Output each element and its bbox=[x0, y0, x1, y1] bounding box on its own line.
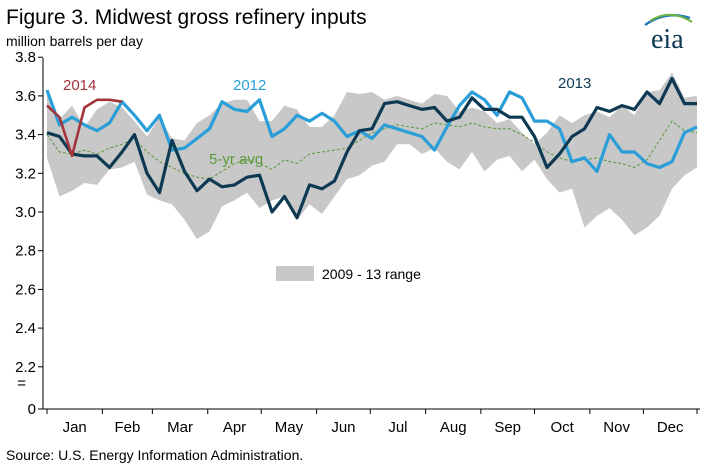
x-tick-label: Jan bbox=[63, 419, 87, 436]
y-tick-label: 3.0 bbox=[15, 204, 36, 221]
x-tick-label: Mar bbox=[167, 419, 193, 436]
y-tick-label: 3.4 bbox=[15, 127, 36, 144]
plot-area: 0 2.2 2.4 2.6 2.8 3.0 3.2 3.4 3.6 3.8 = Jan Feb Mar Ap… bbox=[15, 49, 700, 436]
eia-logo: eia bbox=[644, 13, 693, 55]
series-line-2012 bbox=[45, 89, 698, 173]
annotation-2013: 2013 bbox=[558, 75, 591, 92]
x-tick-label: Jul bbox=[388, 419, 407, 436]
series-line-2014 bbox=[46, 98, 123, 158]
x-tick-label: Nov bbox=[603, 419, 630, 436]
x-tick-label: Apr bbox=[223, 419, 246, 436]
annotation-2014: 2014 bbox=[63, 77, 96, 94]
legend-swatch bbox=[276, 266, 314, 281]
y-tick-label: 3.6 bbox=[15, 88, 36, 105]
y-tick-label: 2.8 bbox=[15, 243, 36, 260]
annotation-2012: 2012 bbox=[233, 77, 266, 94]
x-tick-label: Feb bbox=[114, 419, 140, 436]
y-tick-label: 2.6 bbox=[15, 281, 36, 298]
y-tick-label: 2.4 bbox=[15, 320, 36, 337]
x-tick-label: Dec bbox=[657, 419, 684, 436]
legend-label: 2009 - 13 range bbox=[322, 266, 421, 282]
source-note: Source: U.S. Energy Information Administ… bbox=[6, 447, 303, 463]
series-line-2013 bbox=[46, 76, 697, 220]
range-band bbox=[47, 72, 697, 240]
y-tick-label: 3.8 bbox=[15, 49, 36, 66]
svg-text:eia: eia bbox=[651, 24, 684, 55]
x-tick-label: May bbox=[275, 419, 304, 436]
chart-subtitle: million barrels per day bbox=[6, 33, 143, 49]
x-tick-label: Aug bbox=[440, 419, 467, 436]
y-axis-break: = bbox=[17, 375, 26, 392]
y-tick-label: 2.2 bbox=[15, 359, 36, 376]
y-tick-label: 3.2 bbox=[15, 165, 36, 182]
x-tick-label: Oct bbox=[551, 419, 575, 436]
y-tick-label: 0 bbox=[28, 401, 36, 418]
chart-title: Figure 3. Midwest gross refinery inputs bbox=[6, 6, 367, 29]
annotation-avg: 5-yr avg bbox=[209, 151, 263, 168]
x-tick-label: Sep bbox=[494, 419, 521, 436]
x-tick-label: Jun bbox=[331, 419, 355, 436]
